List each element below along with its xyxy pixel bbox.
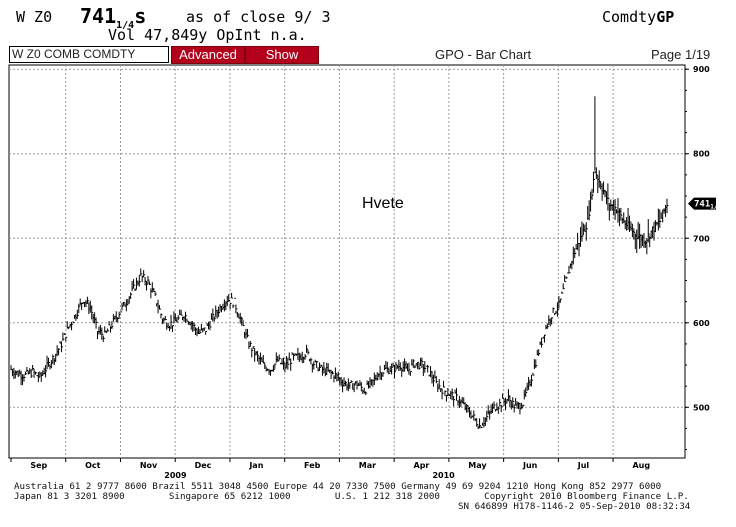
x-tick-label: Feb <box>304 461 321 470</box>
security-symbol: W Z0 <box>16 8 53 26</box>
quote-header: W Z0 7411/4s as of close 9/ 3 ComdtyGP <box>16 4 726 31</box>
volume-open-interest: Vol 47,849y OpInt n.a. <box>108 26 307 44</box>
x-tick-label: Aug <box>632 461 650 470</box>
chart-toolbar: W Z0 COMB COMDTY Advanced Show GPO - Bar… <box>9 46 727 64</box>
show-button[interactable]: Show <box>245 46 319 64</box>
footer-contacts-line2: Japan 81 3 3201 8900 Singapore 65 6212 1… <box>14 491 689 502</box>
advanced-button[interactable]: Advanced <box>171 46 245 64</box>
x-tick-label: Dec <box>195 461 212 470</box>
grid-lines <box>9 65 685 458</box>
y-tick-label: 700 <box>693 234 710 243</box>
chart-annotation: Hvete <box>362 195 404 212</box>
x-tick-label: Sep <box>30 461 47 470</box>
y-tick-label: 600 <box>693 319 710 328</box>
y-axis: 900 800 700 600 500 <box>685 65 710 451</box>
plot-frame <box>8 64 686 459</box>
footer-session-info: SN 646899 H178-1146-2 05-Sep-2010 08:32:… <box>458 501 691 512</box>
x-tick-label: Jul <box>577 461 590 470</box>
y-tick-label: 800 <box>693 150 710 159</box>
footer-contacts-line1: Australia 61 2 9777 8600 Brazil 5511 304… <box>14 481 662 492</box>
x-tick-label: Jun <box>522 461 538 470</box>
year-label: 2009 <box>164 471 187 480</box>
y-tick-label: 900 <box>693 65 710 74</box>
y-tick-label: 500 <box>693 403 710 412</box>
x-tick-label: Oct <box>85 461 101 470</box>
x-tick-label: Nov <box>140 461 158 470</box>
year-label: 2010 <box>432 471 455 480</box>
as-of-close: as of close 9/ 3 <box>186 8 331 26</box>
ticker-input[interactable]: W Z0 COMB COMDTY <box>9 46 169 63</box>
chart-type-label: GPO - Bar Chart <box>435 47 532 62</box>
price-bars <box>10 96 669 430</box>
function-brand: ComdtyGP <box>602 8 675 26</box>
last-price: 7411/4s <box>80 4 147 31</box>
x-tick-label: Jan <box>248 461 263 470</box>
x-axis: Sep Oct Nov Dec Jan Feb Mar Apr May Jun Jul Aug 2009… <box>10 458 650 480</box>
x-tick-label: Mar <box>359 461 376 470</box>
last-price-marker-text: 7411/4 <box>694 200 721 211</box>
last-price-marker: 7411/4 <box>688 197 721 211</box>
x-tick-label: May <box>468 461 487 470</box>
page-indicator[interactable]: Page 1/19 <box>651 47 711 62</box>
x-tick-label: Apr <box>414 461 430 470</box>
